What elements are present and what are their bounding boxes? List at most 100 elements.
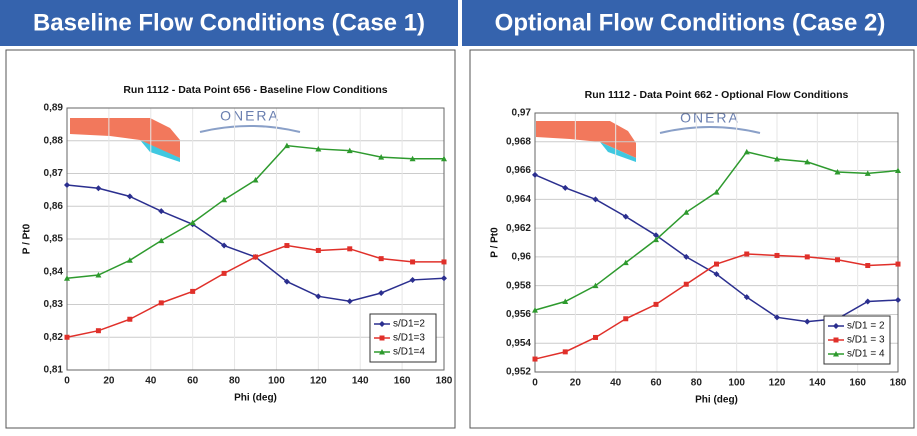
data-point xyxy=(835,257,840,263)
data-point xyxy=(774,252,780,258)
data-point xyxy=(593,334,598,340)
data-point xyxy=(409,276,416,283)
y-tick-label: 0,85 xyxy=(44,234,64,245)
data-point xyxy=(315,293,322,300)
y-axis-label: P / Pt0 xyxy=(22,223,33,254)
x-tick-label: 40 xyxy=(145,376,157,387)
chart-title: Run 1112 - Data Point 662 - Optional Flo… xyxy=(585,89,849,101)
data-point xyxy=(315,247,321,253)
data-point xyxy=(683,209,690,215)
logo-arc xyxy=(199,125,301,133)
data-point xyxy=(158,237,165,244)
y-tick-label: 0,964 xyxy=(506,194,531,205)
x-tick-label: 40 xyxy=(610,378,622,389)
data-point xyxy=(653,232,659,239)
data-point xyxy=(623,316,629,322)
data-point xyxy=(592,196,599,203)
data-point xyxy=(410,259,416,265)
data-point xyxy=(441,275,447,282)
data-point xyxy=(562,184,569,191)
y-tick-label: 0,958 xyxy=(506,280,531,291)
x-tick-label: 120 xyxy=(769,378,786,389)
logo: ONERA xyxy=(220,108,280,124)
panel xyxy=(469,49,915,429)
x-tick-label: 60 xyxy=(187,376,199,387)
x-tick-label: 160 xyxy=(849,378,866,389)
y-tick-label: 0,83 xyxy=(44,299,64,310)
data-point xyxy=(592,282,599,289)
data-point xyxy=(315,145,322,152)
data-point xyxy=(64,275,70,281)
data-point xyxy=(864,298,871,305)
legend-label: s/D1=2 xyxy=(393,319,425,330)
y-tick-label: 0,96 xyxy=(512,252,532,263)
data-point xyxy=(158,300,164,306)
y-tick-label: 0,962 xyxy=(506,223,531,234)
data-point xyxy=(774,314,780,321)
legend-marker xyxy=(833,351,839,357)
legend-marker xyxy=(379,349,385,355)
legend-label: s/D1 = 4 xyxy=(847,349,885,360)
data-point xyxy=(743,148,750,155)
data-point xyxy=(744,251,750,257)
chart-title: Run 1112 - Data Point 656 - Baseline Flo… xyxy=(123,84,387,96)
x-tick-label: 160 xyxy=(394,376,411,387)
legend-marker xyxy=(379,335,385,341)
data-point xyxy=(653,236,659,243)
y-tick-label: 0,86 xyxy=(44,201,64,212)
x-tick-label: 20 xyxy=(570,378,582,389)
data-point xyxy=(804,254,810,260)
data-point xyxy=(283,278,290,285)
legend-marker xyxy=(833,337,839,343)
header-left: Baseline Flow Conditions (Case 1) xyxy=(33,9,425,36)
data-point xyxy=(190,288,196,294)
data-point xyxy=(562,349,568,355)
data-point xyxy=(283,142,290,149)
data-point xyxy=(622,259,629,266)
inset-diagram xyxy=(70,118,636,162)
x-tick-label: 0 xyxy=(64,376,70,387)
data-point xyxy=(95,272,102,278)
data-point xyxy=(126,257,133,263)
plot-frame xyxy=(66,107,445,371)
legend-label: s/D1=3 xyxy=(393,333,425,344)
data-point xyxy=(834,168,841,175)
data-point xyxy=(532,307,538,313)
legend-label: s/D1 = 2 xyxy=(847,321,885,332)
data-point xyxy=(774,156,780,162)
y-tick-label: 0,82 xyxy=(44,332,64,343)
data-point xyxy=(562,298,569,304)
legend-label: s/D1 = 3 xyxy=(847,335,885,346)
y-tick-label: 0,88 xyxy=(44,135,64,146)
data-point xyxy=(895,261,901,267)
header-right: Optional Flow Conditions (Case 2) xyxy=(495,9,886,36)
data-point xyxy=(253,254,258,260)
x-tick-label: 0 xyxy=(532,378,538,389)
x-tick-label: 140 xyxy=(809,378,826,389)
y-tick-label: 0,84 xyxy=(44,266,64,277)
logo-arc xyxy=(659,126,761,134)
data-point xyxy=(64,334,70,340)
data-point xyxy=(895,167,901,174)
data-point xyxy=(409,155,416,162)
x-tick-label: 120 xyxy=(310,376,327,387)
data-point xyxy=(532,171,538,178)
y-axis-label: P / Pt0 xyxy=(490,227,501,258)
legend-label: s/D1=4 xyxy=(393,347,425,358)
data-point xyxy=(378,290,385,297)
y-tick-label: 0,87 xyxy=(44,168,64,179)
data-point xyxy=(284,243,290,249)
legend-marker xyxy=(379,321,385,327)
data-point xyxy=(713,271,720,278)
data-point xyxy=(865,263,871,269)
data-point xyxy=(126,193,133,200)
x-tick-label: 140 xyxy=(352,376,369,387)
data-point xyxy=(95,185,102,192)
data-point xyxy=(622,213,629,220)
data-point xyxy=(743,294,750,301)
x-tick-label: 80 xyxy=(229,376,241,387)
y-tick-label: 0,81 xyxy=(44,365,64,376)
data-point xyxy=(532,356,538,362)
data-point xyxy=(221,270,227,276)
